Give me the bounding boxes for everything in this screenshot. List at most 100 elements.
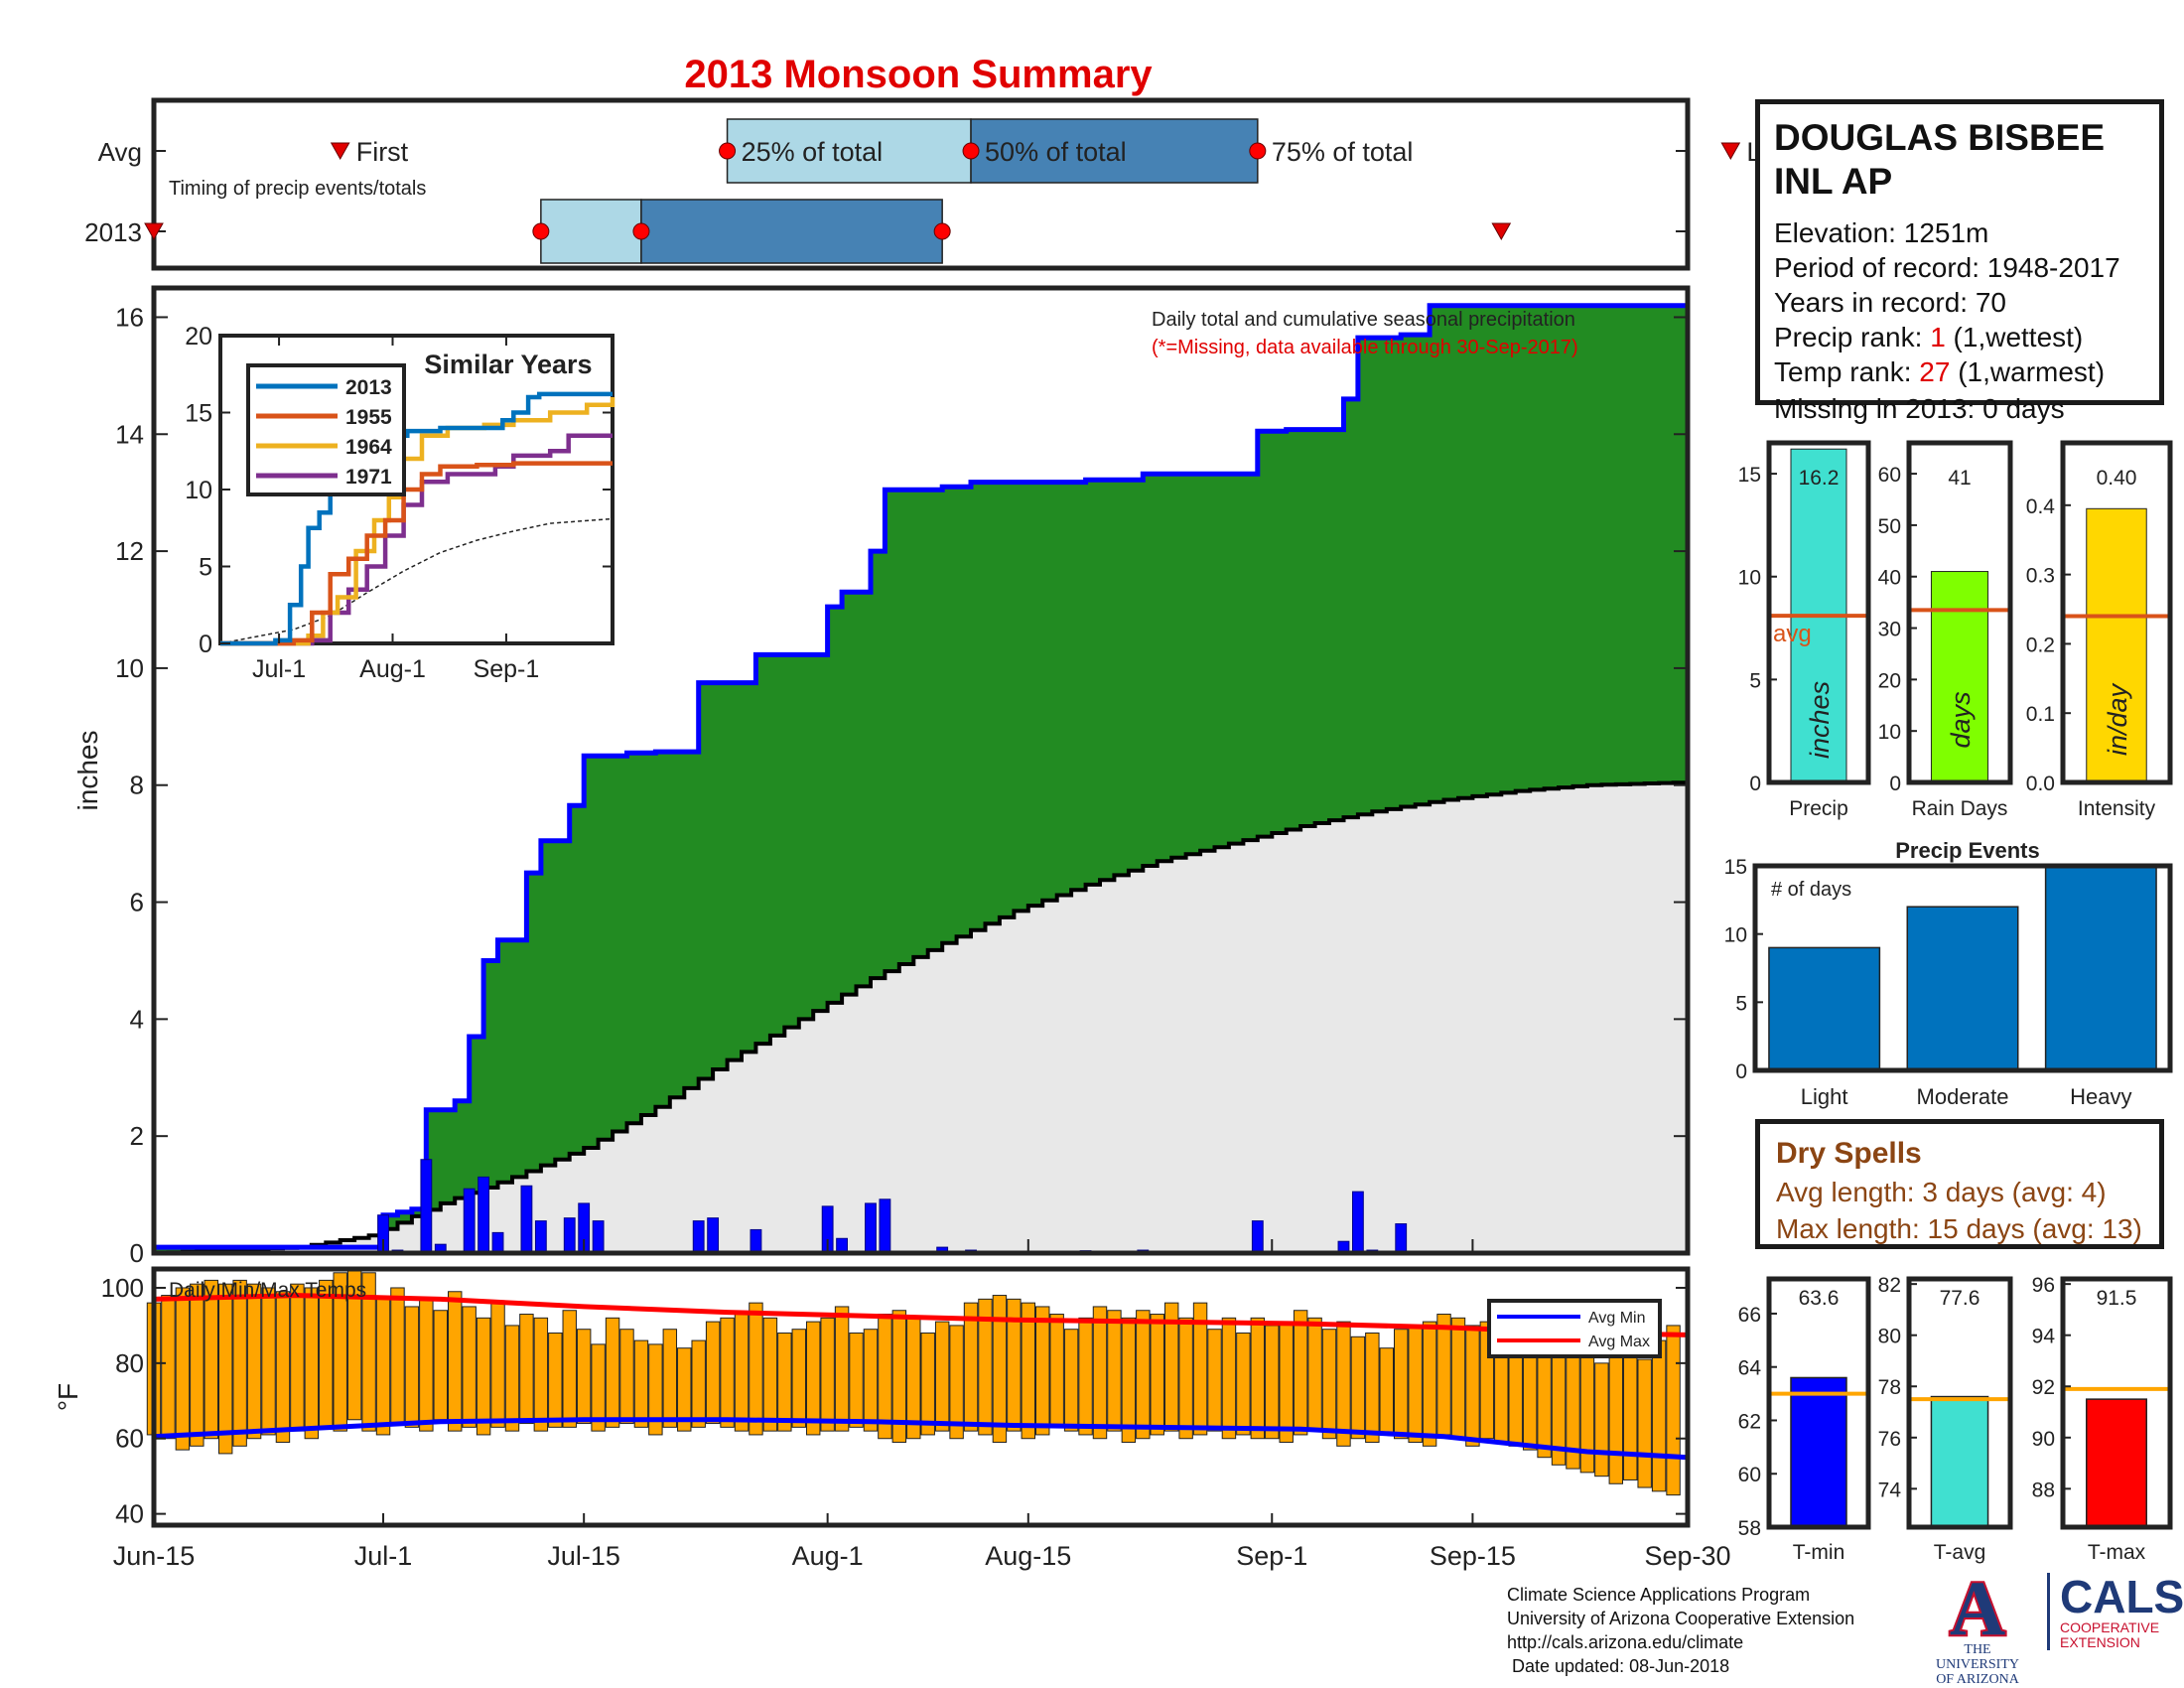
daily-precip-bar: [520, 1185, 533, 1254]
summary-intensity-ytick-label: 0.0: [2026, 773, 2055, 795]
main-ytick-label: 4: [130, 1004, 144, 1034]
ua-letter: A: [1950, 1573, 2005, 1642]
timing-2013-marker-p75: [933, 222, 951, 240]
summary-rain-days-ytick-label: 20: [1878, 669, 1901, 692]
summary-intensity-ytick-label: 0.1: [2026, 703, 2055, 726]
daily-precip-bar: [592, 1220, 605, 1254]
temp-range-bar: [290, 1283, 305, 1432]
summary-rain-days-bar: [1930, 571, 1989, 783]
timing-caption: Timing of precip events/totals: [169, 178, 426, 200]
station-years: Years in record: 70: [1774, 287, 2006, 318]
summary-precip-ytick-label: 15: [1738, 464, 1761, 487]
summary-intensity-panel-frame: [2060, 440, 2173, 785]
temp-range-bar: [246, 1283, 262, 1440]
tempbar-t-max-ytick-label: 92: [2032, 1376, 2055, 1399]
temp-range-bar: [1092, 1306, 1108, 1440]
tempbar-t-min-value-label: 63.6: [1799, 1287, 1840, 1310]
precip-rank: Precip rank: 1 (1,wettest): [1774, 320, 2145, 354]
timing-label-p25: 25% of total: [742, 137, 884, 167]
temp-range-bar: [605, 1317, 620, 1428]
temp-range-bar: [390, 1287, 405, 1425]
tempbar-t-max-label: T-max: [2088, 1541, 2146, 1564]
temp-range-bar: [805, 1321, 821, 1436]
summary-rain-days-ytick-label: 40: [1878, 567, 1901, 590]
timing-2013-box-q2: [640, 199, 943, 264]
cals-line-2: EXTENSION: [2060, 1634, 2140, 1650]
daily-precip-bar: [491, 1231, 504, 1254]
temp-range-bar: [161, 1295, 176, 1440]
events-ytick-label: 15: [1724, 856, 1747, 879]
events-bar-light: [1768, 946, 1881, 1071]
main-annotation-1: Daily total and cumulative seasonal prec…: [1152, 309, 1575, 331]
credit-line-4: Date updated: 08-Jun-2018: [1507, 1656, 1730, 1676]
temp-rank: Temp rank: 27 (1,warmest): [1774, 354, 2145, 389]
timing-avg-triangle-first: [330, 142, 350, 161]
cals-main: CALS: [2060, 1571, 2184, 1622]
tempbar-t-avg-value-label: 77.6: [1940, 1287, 1980, 1310]
temp-range-bar: [849, 1333, 864, 1428]
summary-rain-days-unit-label: days: [1946, 691, 1976, 748]
xtick-label: Jun-15: [113, 1541, 196, 1571]
temp-range-bar: [204, 1279, 218, 1440]
temp-range-bar: [190, 1283, 205, 1447]
credit-line-3[interactable]: http://cals.arizona.edu/climate: [1507, 1632, 1744, 1652]
daily-precip-bar: [534, 1220, 547, 1254]
summary-precip-panel-frame: [1766, 440, 1871, 785]
main-ylabel: inches: [72, 731, 103, 811]
timing-2013-box-q1: [540, 199, 642, 264]
temp-range-bar: [834, 1306, 850, 1432]
temp-range-bar: [533, 1317, 549, 1432]
xtick-label: Aug-15: [985, 1541, 1071, 1571]
summary-precip-ytick-label: 5: [1749, 669, 1761, 692]
temp-range-bar: [749, 1302, 763, 1436]
ua-a-icon: A: [1943, 1573, 2012, 1642]
summary-precip-avg-label: avg: [1773, 621, 1812, 647]
daily-precip-bar: [463, 1188, 476, 1254]
temp-ytick-label: 100: [101, 1273, 144, 1303]
summary-rain-days-ytick-label: 0: [1889, 773, 1901, 795]
temp-range-bar: [1393, 1329, 1409, 1440]
summary-intensity-label: Intensity: [2078, 797, 2156, 820]
events-bar-moderate: [1906, 906, 2019, 1071]
summary-intensity-ytick-label: 0.2: [2026, 633, 2055, 656]
temp-ytick-label: 40: [115, 1499, 144, 1529]
temp-range-bar: [1365, 1333, 1380, 1444]
tempbar-t-avg-ytick-label: 82: [1878, 1274, 1901, 1297]
timing-label-first: First: [356, 137, 409, 167]
temp-range-bar: [333, 1272, 347, 1432]
summary-rain-days-ytick-label: 50: [1878, 515, 1901, 538]
temp-range-bar: [777, 1333, 792, 1432]
tempbar-t-max-ytick-label: 96: [2032, 1274, 2055, 1297]
cals-logo: CALS COOPERATIVE EXTENSION: [2047, 1573, 2184, 1650]
temp-range-bar: [217, 1283, 233, 1455]
ua-line-1: THE UNIVERSITY: [1936, 1642, 2019, 1672]
station-elevation: Elevation: 1251m: [1774, 217, 1989, 248]
temp-range-bar: [1207, 1329, 1222, 1432]
events-xtick-label-moderate: Moderate: [1917, 1084, 2009, 1109]
xtick-label: Aug-1: [792, 1541, 864, 1571]
timing-2013-marker-p25: [532, 222, 550, 240]
station-name-line1: DOUGLAS BISBEE: [1774, 117, 2106, 158]
tempbar-t-max-ytick-label: 90: [2032, 1428, 2055, 1451]
inset-xtick-label: Aug-1: [359, 655, 426, 683]
precip-rank-label: Precip rank:: [1774, 322, 1923, 352]
temp-range-bar: [863, 1329, 879, 1432]
temp-range-bar: [304, 1287, 320, 1440]
events-ylabel: # of days: [1771, 879, 1851, 901]
temp-range-bar: [1265, 1325, 1280, 1440]
temp-legend-label-min: Avg Min: [1588, 1310, 1646, 1327]
station-info-box: DOUGLAS BISBEE INL AP Elevation: 1251m P…: [1755, 99, 2164, 424]
tempbar-t-avg-panel-frame: [1906, 1276, 2013, 1530]
events-panel-frame: [1752, 863, 2173, 1073]
temp-range-bar: [1136, 1310, 1151, 1440]
inset-title: Similar Years: [424, 350, 592, 379]
temp-ytick-label: 60: [115, 1424, 144, 1454]
temp-range-bar: [691, 1339, 706, 1428]
temp-range-bar: [1350, 1336, 1366, 1440]
temp-range-bar: [1651, 1339, 1667, 1492]
temp-range-bar: [562, 1310, 577, 1428]
timing-2013-marker-p50: [632, 222, 650, 240]
daily-precip-bar: [750, 1228, 762, 1254]
temp-range-bar: [576, 1329, 592, 1425]
inset-legend-label-1964: 1964: [345, 436, 392, 459]
